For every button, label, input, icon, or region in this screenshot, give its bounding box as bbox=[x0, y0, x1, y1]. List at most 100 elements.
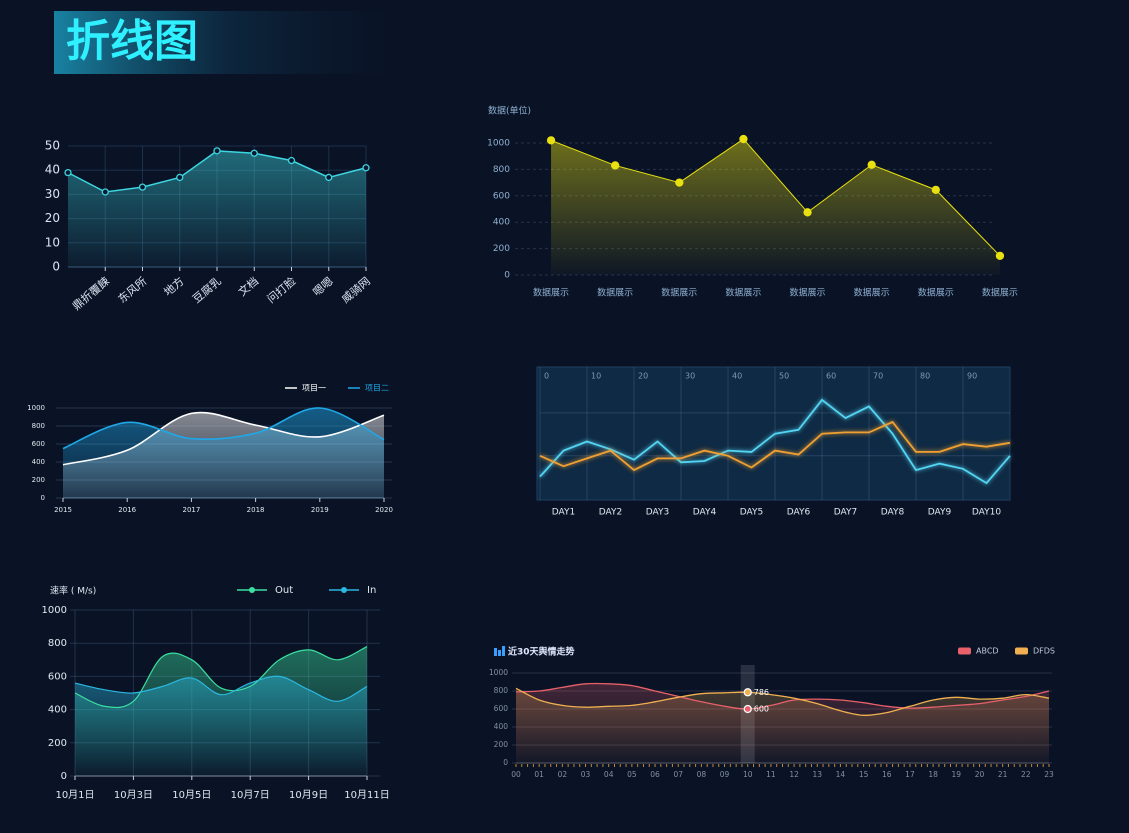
x-tick-label: 04 bbox=[604, 770, 614, 779]
x-tick-label: 22 bbox=[1021, 770, 1031, 779]
line bbox=[74, 645, 368, 709]
x-tick-label: 20 bbox=[638, 372, 648, 381]
point bbox=[176, 173, 184, 182]
y-tick-label: 1000 bbox=[27, 404, 45, 412]
x-tick-label: 16 bbox=[882, 770, 892, 779]
legend-label: Out bbox=[275, 585, 293, 596]
y-tick-label: 800 bbox=[494, 686, 509, 695]
x-tick-label: 08 bbox=[697, 770, 707, 779]
x-tick-label: 数据展示 bbox=[661, 287, 697, 299]
y-tick-label: 200 bbox=[494, 740, 509, 749]
chart: 近30天舆情走势 0 200 400 600 800 1000 00 01 02 03 04 05 06 0… bbox=[489, 646, 1055, 780]
x-tick-label: 数据展示 bbox=[790, 287, 826, 299]
area bbox=[516, 688, 1049, 763]
y-tick-label: 400 bbox=[48, 705, 67, 716]
y-tick-label: 200 bbox=[493, 244, 510, 254]
y-tick-label: 200 bbox=[48, 738, 67, 749]
y-axis-label: 数据(单位) bbox=[488, 105, 531, 117]
point bbox=[64, 168, 72, 177]
x-tick-label: 10 bbox=[591, 372, 601, 381]
legend-label: In bbox=[367, 585, 376, 596]
x-tick-label: 数据展示 bbox=[597, 287, 633, 299]
legend-swatch bbox=[1015, 647, 1028, 655]
x-tick-label: 2020 bbox=[375, 506, 393, 514]
legend-label: 项目一 bbox=[302, 384, 326, 393]
x-tick-label: 数据展示 bbox=[854, 287, 890, 299]
x-tick-label: DAY7 bbox=[834, 508, 857, 518]
x-tick-label: DAY10 bbox=[972, 508, 1001, 518]
x-tick-label: 10月9日 bbox=[289, 789, 328, 801]
point bbox=[101, 188, 109, 196]
tooltip-band bbox=[740, 665, 755, 763]
x-tick-label: 50 bbox=[779, 372, 789, 381]
x-tick-label: 05 bbox=[627, 770, 637, 779]
y-tick-label: 0 bbox=[41, 494, 45, 502]
y-axis-label: 速率 ( M/s) bbox=[50, 585, 96, 597]
title-icon bbox=[494, 648, 497, 656]
point bbox=[287, 156, 296, 165]
legend-swatch bbox=[958, 647, 971, 655]
x-tick-label: DAY3 bbox=[646, 508, 669, 518]
x-tick-label: 10月1日 bbox=[55, 789, 94, 801]
area bbox=[551, 139, 1000, 275]
line bbox=[74, 675, 368, 702]
y-tick-label: 400 bbox=[493, 218, 510, 228]
x-tick-label: 06 bbox=[650, 770, 660, 779]
tooltip-point bbox=[743, 688, 752, 697]
x-tick-label: DAY6 bbox=[787, 508, 811, 518]
chart: 0 200 400 600 800 1000 2015 2016 2017 2018 2019 202… bbox=[27, 384, 393, 515]
y-tick-label: 1000 bbox=[489, 668, 508, 677]
x-tick-label: 数据展示 bbox=[725, 287, 761, 299]
title-box bbox=[54, 11, 392, 74]
y-tick-label: 40 bbox=[45, 163, 60, 177]
y-tick-label: 1000 bbox=[42, 605, 67, 616]
chart: 数据(单位) 0 200 400 600 800 1000 数据展示 数据展示 数据展示 数据展示 数… bbox=[487, 105, 1018, 299]
y-tick-label: 600 bbox=[494, 704, 509, 713]
x-tick-label: 数据展示 bbox=[533, 287, 569, 299]
x-tick-label: 14 bbox=[836, 770, 846, 779]
x-tick-label: 11 bbox=[766, 770, 776, 779]
y-tick-label: 50 bbox=[45, 139, 60, 153]
legend-label: 项目二 bbox=[365, 384, 389, 393]
x-tick-label: 03 bbox=[581, 770, 591, 779]
x-tick-label: 10月3日 bbox=[114, 789, 153, 801]
x-tick-label: 30 bbox=[685, 372, 695, 381]
x-tick-label: 数据展示 bbox=[982, 287, 1018, 299]
chart: 速率 ( M/s) 0 200 400 600 800 1000 10月1日 10月3日 10月5… bbox=[42, 585, 390, 802]
line bbox=[550, 138, 1001, 257]
plot-background bbox=[536, 366, 1011, 501]
x-tick-label: 60 bbox=[826, 372, 836, 381]
legend-swatch bbox=[341, 587, 347, 593]
y-tick-label: 800 bbox=[32, 422, 45, 430]
y-tick-label: 0 bbox=[503, 758, 508, 767]
line bbox=[62, 411, 385, 466]
x-tick-label: 17 bbox=[905, 770, 915, 779]
x-tick-label: 15 bbox=[859, 770, 869, 779]
y-tick-label: 600 bbox=[493, 191, 510, 201]
y-tick-label: 600 bbox=[48, 671, 67, 682]
y-tick-label: 400 bbox=[494, 722, 509, 731]
y-tick-label: 10 bbox=[45, 235, 60, 249]
x-tick-label: 40 bbox=[732, 372, 742, 381]
x-tick-label: 13 bbox=[812, 770, 822, 779]
x-tick-label: 20 bbox=[975, 770, 985, 779]
x-tick-label: 07 bbox=[673, 770, 683, 779]
line bbox=[515, 687, 1050, 716]
y-tick-label: 20 bbox=[45, 211, 60, 225]
y-tick-label: 0 bbox=[52, 260, 60, 274]
point bbox=[213, 147, 221, 155]
x-tick-label: 2016 bbox=[118, 506, 136, 514]
y-tick-label: 200 bbox=[32, 476, 45, 484]
line bbox=[515, 682, 1050, 710]
point bbox=[250, 149, 258, 157]
legend-label: ABCD bbox=[976, 647, 999, 656]
x-tick-label: DAY4 bbox=[693, 508, 717, 518]
y-tick-label: 600 bbox=[32, 440, 45, 448]
line bbox=[62, 407, 385, 450]
x-tick-label: 80 bbox=[920, 372, 930, 381]
chart: 0 10 20 30 40 50 60 70 80 90 DAY1 DAY2 DAY3 DAY4 DAY5 D… bbox=[536, 366, 1011, 518]
point bbox=[931, 185, 940, 195]
chart-title: 近30天舆情走势 bbox=[508, 646, 575, 658]
x-tick-label: 01 bbox=[534, 770, 544, 779]
